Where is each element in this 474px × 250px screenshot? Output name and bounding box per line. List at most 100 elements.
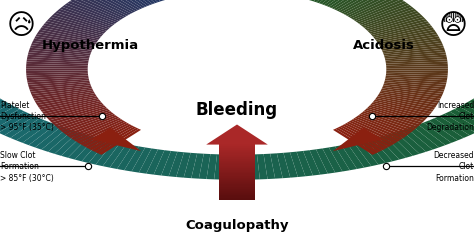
Wedge shape	[27, 74, 88, 78]
Wedge shape	[327, 0, 367, 8]
Bar	[219, 171, 255, 172]
Wedge shape	[455, 107, 474, 128]
Bar	[219, 176, 255, 178]
Wedge shape	[383, 48, 445, 56]
Wedge shape	[27, 60, 88, 64]
Wedge shape	[41, 26, 100, 40]
Text: Increased
Clot
Degradation: Increased Clot Degradation	[426, 101, 474, 132]
Wedge shape	[303, 150, 320, 176]
Bar	[219, 150, 255, 152]
Wedge shape	[277, 153, 290, 178]
Wedge shape	[468, 100, 474, 119]
Wedge shape	[26, 67, 88, 70]
Wedge shape	[356, 116, 409, 137]
Wedge shape	[38, 30, 98, 44]
Bar	[219, 194, 255, 196]
Wedge shape	[133, 0, 166, 2]
Wedge shape	[27, 79, 89, 86]
Wedge shape	[68, 136, 96, 160]
Wedge shape	[384, 82, 445, 90]
Wedge shape	[381, 39, 441, 50]
Wedge shape	[367, 108, 422, 125]
Wedge shape	[376, 30, 436, 44]
Wedge shape	[57, 10, 111, 29]
Wedge shape	[131, 148, 152, 173]
Wedge shape	[137, 0, 169, 1]
Wedge shape	[36, 35, 95, 47]
Wedge shape	[34, 37, 94, 48]
Wedge shape	[359, 6, 412, 26]
Bar	[219, 198, 255, 200]
Wedge shape	[386, 67, 448, 70]
Bar	[219, 178, 255, 179]
Wedge shape	[49, 106, 106, 123]
Wedge shape	[376, 97, 435, 110]
Wedge shape	[346, 122, 395, 146]
Bar	[219, 144, 255, 146]
Wedge shape	[27, 76, 89, 81]
Wedge shape	[361, 8, 414, 27]
Bar	[219, 151, 255, 153]
Bar	[219, 197, 255, 199]
Wedge shape	[229, 155, 237, 180]
Wedge shape	[386, 69, 448, 71]
Wedge shape	[176, 153, 191, 178]
Wedge shape	[85, 125, 132, 149]
Wedge shape	[41, 129, 73, 152]
Wedge shape	[53, 14, 108, 32]
Wedge shape	[84, 0, 131, 16]
Wedge shape	[310, 150, 328, 175]
Wedge shape	[364, 110, 418, 129]
Wedge shape	[439, 114, 474, 136]
Text: Slow Clot
Formation
> 85°F (30°C): Slow Clot Formation > 85°F (30°C)	[0, 151, 54, 182]
Bar	[219, 168, 255, 169]
Wedge shape	[124, 147, 145, 172]
Wedge shape	[4, 116, 40, 138]
Wedge shape	[49, 18, 105, 34]
Text: Decreased
Clot
Formation: Decreased Clot Formation	[433, 151, 474, 182]
Wedge shape	[91, 127, 137, 152]
Wedge shape	[316, 0, 353, 4]
Wedge shape	[370, 104, 427, 121]
Wedge shape	[73, 120, 123, 142]
Bar	[219, 162, 255, 164]
Text: 😨: 😨	[438, 12, 467, 40]
Wedge shape	[362, 112, 416, 131]
Wedge shape	[372, 22, 429, 38]
Wedge shape	[385, 79, 447, 86]
Wedge shape	[257, 154, 267, 180]
Wedge shape	[29, 84, 91, 92]
Wedge shape	[329, 147, 350, 172]
Bar	[219, 186, 255, 188]
Wedge shape	[32, 89, 93, 99]
Wedge shape	[378, 136, 406, 160]
Bar	[219, 148, 255, 150]
Wedge shape	[381, 89, 442, 99]
Wedge shape	[67, 2, 118, 23]
Wedge shape	[110, 0, 150, 7]
Wedge shape	[338, 0, 383, 13]
Bar	[219, 178, 255, 180]
Wedge shape	[27, 58, 89, 63]
Wedge shape	[383, 84, 445, 92]
Wedge shape	[82, 139, 108, 163]
Wedge shape	[351, 0, 401, 21]
Wedge shape	[308, 0, 341, 2]
Wedge shape	[372, 138, 399, 162]
Bar	[219, 161, 255, 162]
Wedge shape	[464, 102, 474, 122]
Wedge shape	[31, 88, 92, 97]
Wedge shape	[371, 103, 428, 119]
Wedge shape	[29, 48, 91, 56]
Bar	[219, 184, 255, 186]
Wedge shape	[30, 86, 91, 95]
Wedge shape	[360, 140, 385, 165]
Wedge shape	[214, 155, 224, 180]
Wedge shape	[47, 104, 104, 121]
Wedge shape	[117, 146, 139, 171]
Wedge shape	[81, 0, 129, 17]
Wedge shape	[341, 0, 387, 14]
Wedge shape	[125, 0, 161, 3]
Wedge shape	[10, 119, 45, 141]
Wedge shape	[62, 6, 115, 26]
